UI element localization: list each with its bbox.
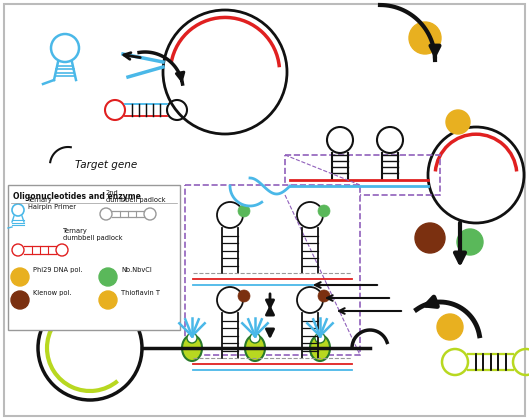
Circle shape: [187, 333, 197, 343]
Text: Target gene: Target gene: [75, 160, 137, 170]
Bar: [185, 185, 360, 355]
Text: Phi29 DNA pol.: Phi29 DNA pol.: [33, 267, 83, 273]
Bar: [8, 185, 180, 330]
Circle shape: [250, 333, 260, 343]
Text: Oligonucleotides and enzyme: Oligonucleotides and enzyme: [13, 192, 141, 201]
Circle shape: [11, 291, 29, 309]
Text: Ternary
dumbbell padlock: Ternary dumbbell padlock: [63, 228, 123, 241]
Circle shape: [437, 314, 463, 340]
Ellipse shape: [182, 335, 202, 361]
Circle shape: [446, 110, 470, 134]
Text: Ternary
Hairpin Primer: Ternary Hairpin Primer: [28, 197, 76, 210]
Text: Klenow pol.: Klenow pol.: [33, 290, 71, 296]
Text: Thioflavin T: Thioflavin T: [121, 290, 160, 296]
Text: 2nd
dumbbell padlock: 2nd dumbbell padlock: [106, 190, 166, 203]
Circle shape: [99, 291, 117, 309]
Ellipse shape: [310, 335, 330, 361]
Circle shape: [111, 294, 139, 322]
Circle shape: [238, 290, 250, 302]
Circle shape: [457, 229, 483, 255]
Circle shape: [315, 333, 325, 343]
Circle shape: [11, 268, 29, 286]
Ellipse shape: [245, 335, 265, 361]
Circle shape: [415, 223, 445, 253]
Text: Nb.NbvCI: Nb.NbvCI: [121, 267, 152, 273]
Circle shape: [409, 22, 441, 54]
Circle shape: [318, 290, 330, 302]
Circle shape: [318, 205, 330, 217]
Circle shape: [238, 205, 250, 217]
Circle shape: [99, 268, 117, 286]
Bar: [285, 155, 440, 195]
